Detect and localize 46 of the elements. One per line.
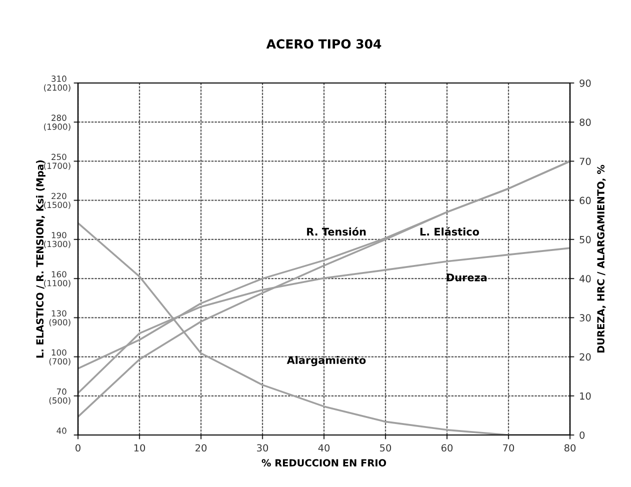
y2-tick-label: 90 xyxy=(580,79,591,87)
series-label: L. Elástico xyxy=(420,227,480,236)
x-tick-label: 0 xyxy=(76,444,80,452)
x-tick-label: 70 xyxy=(503,444,514,452)
y3-tick-label: (500) xyxy=(49,397,70,405)
x-axis-title: % REDUCCION EN FRIO xyxy=(262,459,386,467)
x-tick-label: 30 xyxy=(257,444,268,452)
y3-tick-label: (700) xyxy=(49,358,70,366)
y3-tick-label: (1300) xyxy=(44,240,70,248)
y-tick-label: 220 xyxy=(52,192,66,200)
x-tick-label: 80 xyxy=(564,444,576,452)
series-label: Dureza xyxy=(446,274,487,282)
x-tick-label: 20 xyxy=(196,444,207,452)
y-tick-label: 40 xyxy=(56,428,66,434)
y3-tick-label: (1900) xyxy=(44,123,70,131)
y3-tick-label: (1700) xyxy=(44,162,70,170)
chart-title: ACERO TIPO 304 xyxy=(266,39,382,49)
y3-tick-label: (900) xyxy=(49,318,70,326)
y-tick-label: 100 xyxy=(52,349,66,356)
y2-tick-label: 0 xyxy=(580,431,585,439)
y2-tick-label: 20 xyxy=(580,353,591,361)
y-tick-label: 160 xyxy=(52,271,66,278)
y2-tick-label: 80 xyxy=(580,118,591,126)
x-tick-label: 40 xyxy=(318,444,330,452)
y2-tick-label: 60 xyxy=(580,196,591,204)
x-tick-label: 10 xyxy=(134,444,146,452)
y2-tick-label: 30 xyxy=(580,314,591,322)
series-label: R. Tensión xyxy=(307,227,366,236)
y2-axis-title: DUREZA, HRC / ALARGAMIENTO, % xyxy=(597,164,606,353)
y-tick-label: 280 xyxy=(52,114,66,121)
y-tick-label: 310 xyxy=(52,76,66,82)
y-tick-label: 70 xyxy=(56,388,66,395)
x-tick-label: 50 xyxy=(380,444,392,452)
y-tick-label: 250 xyxy=(52,154,66,160)
y2-tick-label: 40 xyxy=(580,275,591,282)
y2-tick-label: 70 xyxy=(580,158,591,166)
text: Alargamiento xyxy=(286,356,366,366)
y2-tick-label: 10 xyxy=(580,392,591,400)
y3-tick-label: (1100) xyxy=(44,280,70,288)
x-tick-label: 60 xyxy=(441,444,453,452)
y3-tick-label: (1500) xyxy=(44,202,70,210)
y-axis-title: L. ELASTICO / R. TENSION, Ksi (Mpa) xyxy=(36,160,46,358)
y2-tick-label: 50 xyxy=(580,236,591,244)
y-tick-label: 190 xyxy=(52,232,66,238)
y-tick-label: 130 xyxy=(52,310,66,317)
y3-tick-label: (2100) xyxy=(44,84,70,92)
